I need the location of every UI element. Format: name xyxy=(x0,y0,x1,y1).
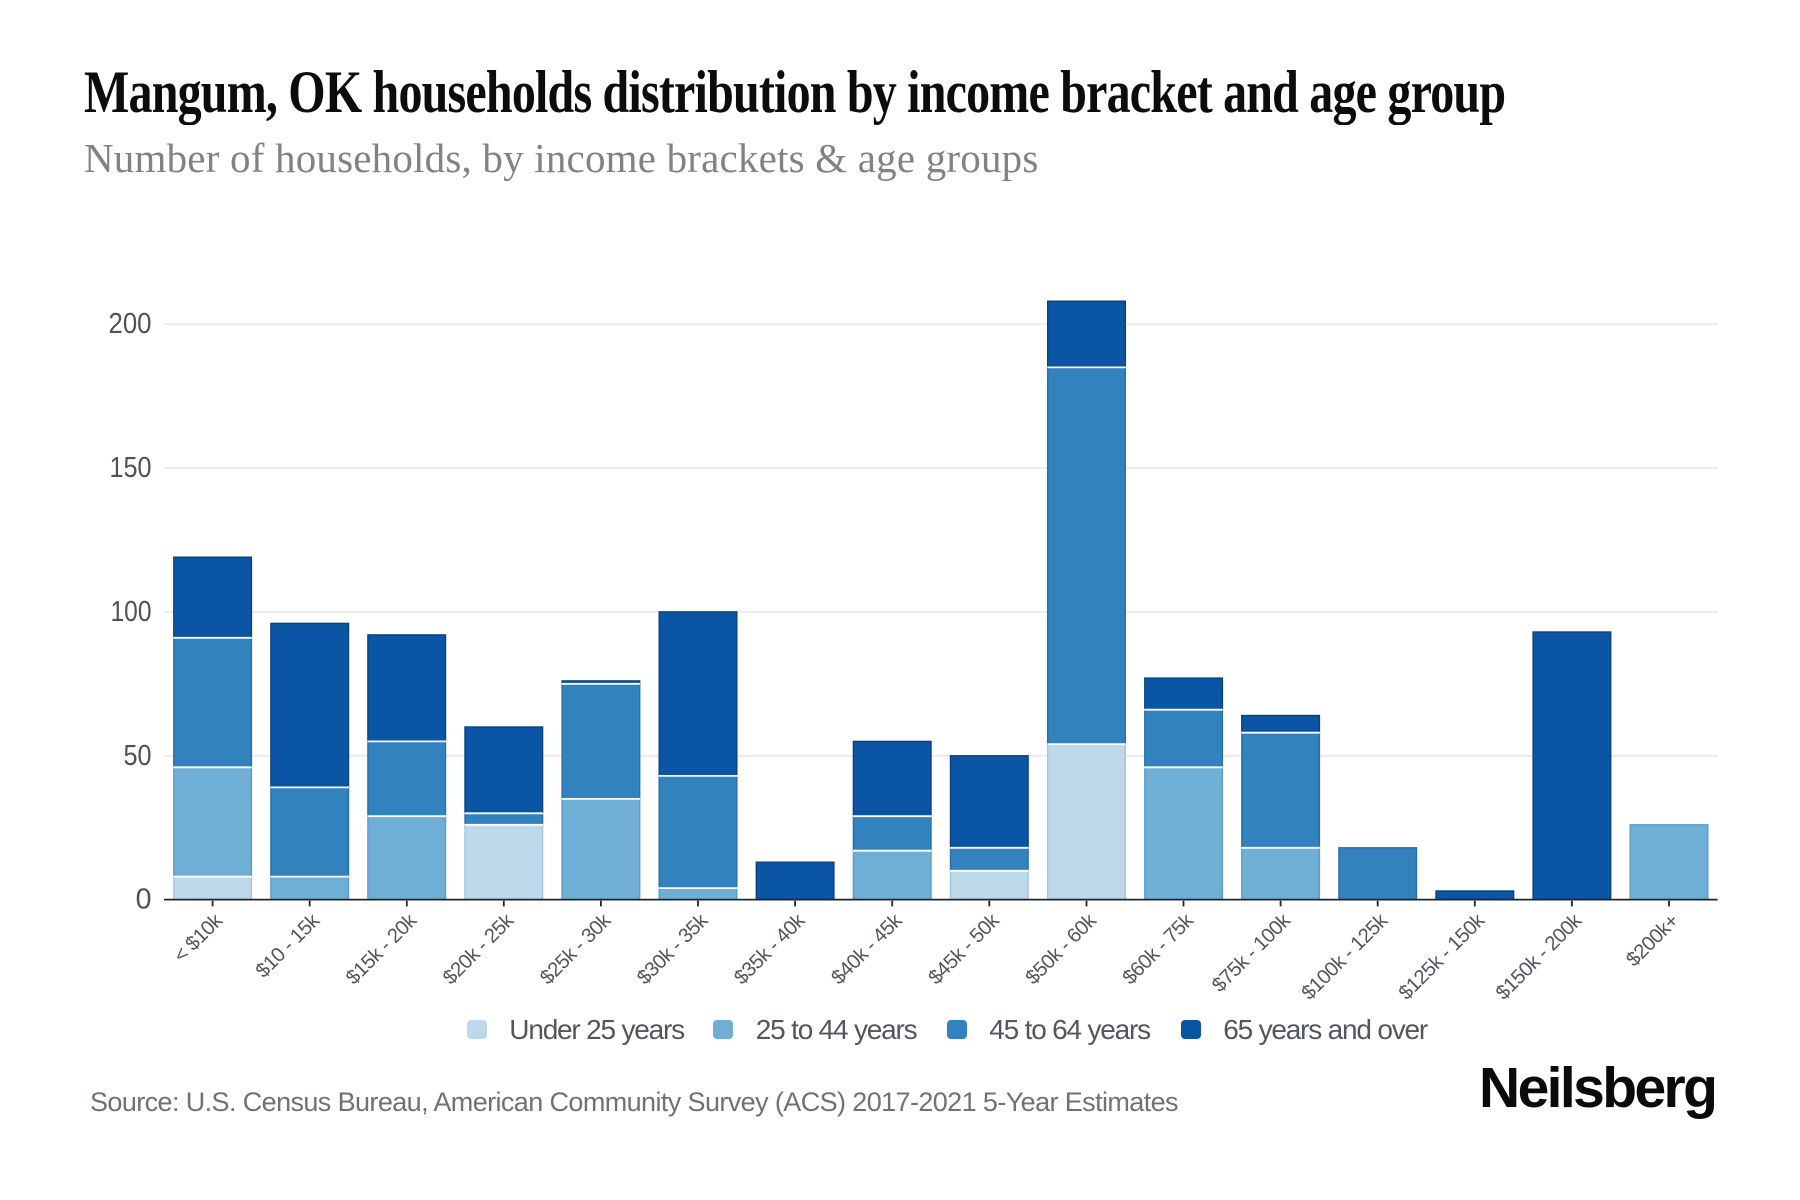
svg-text:$75k - 100k: $75k - 100k xyxy=(1208,909,1296,997)
svg-text:0: 0 xyxy=(136,884,152,916)
svg-text:$200k+: $200k+ xyxy=(1622,910,1683,971)
svg-text:$35k - 40k: $35k - 40k xyxy=(730,909,810,989)
svg-text:$15k - 20k: $15k - 20k xyxy=(342,909,422,989)
svg-text:$60k - 75k: $60k - 75k xyxy=(1119,909,1199,989)
svg-text:$100k - 125k: $100k - 125k xyxy=(1298,909,1393,1004)
svg-text:$25k - 30k: $25k - 30k xyxy=(536,909,616,989)
svg-text:$45k - 50k: $45k - 50k xyxy=(924,909,1004,989)
svg-text:$150k - 200k: $150k - 200k xyxy=(1492,909,1587,1004)
svg-text:$30k - 35k: $30k - 35k xyxy=(633,909,713,989)
svg-text:150: 150 xyxy=(110,452,152,484)
svg-text:$20k - 25k: $20k - 25k xyxy=(439,909,519,989)
svg-text:200: 200 xyxy=(109,308,152,340)
svg-text:50: 50 xyxy=(124,740,152,772)
svg-text:< $10k: < $10k xyxy=(170,909,228,967)
svg-text:$40k - 45k: $40k - 45k xyxy=(827,909,907,989)
svg-text:$10 - 15k: $10 - 15k xyxy=(252,909,325,982)
svg-text:$50k - 60k: $50k - 60k xyxy=(1022,909,1102,989)
svg-text:$125k - 150k: $125k - 150k xyxy=(1395,909,1490,1004)
svg-text:100: 100 xyxy=(111,596,152,628)
